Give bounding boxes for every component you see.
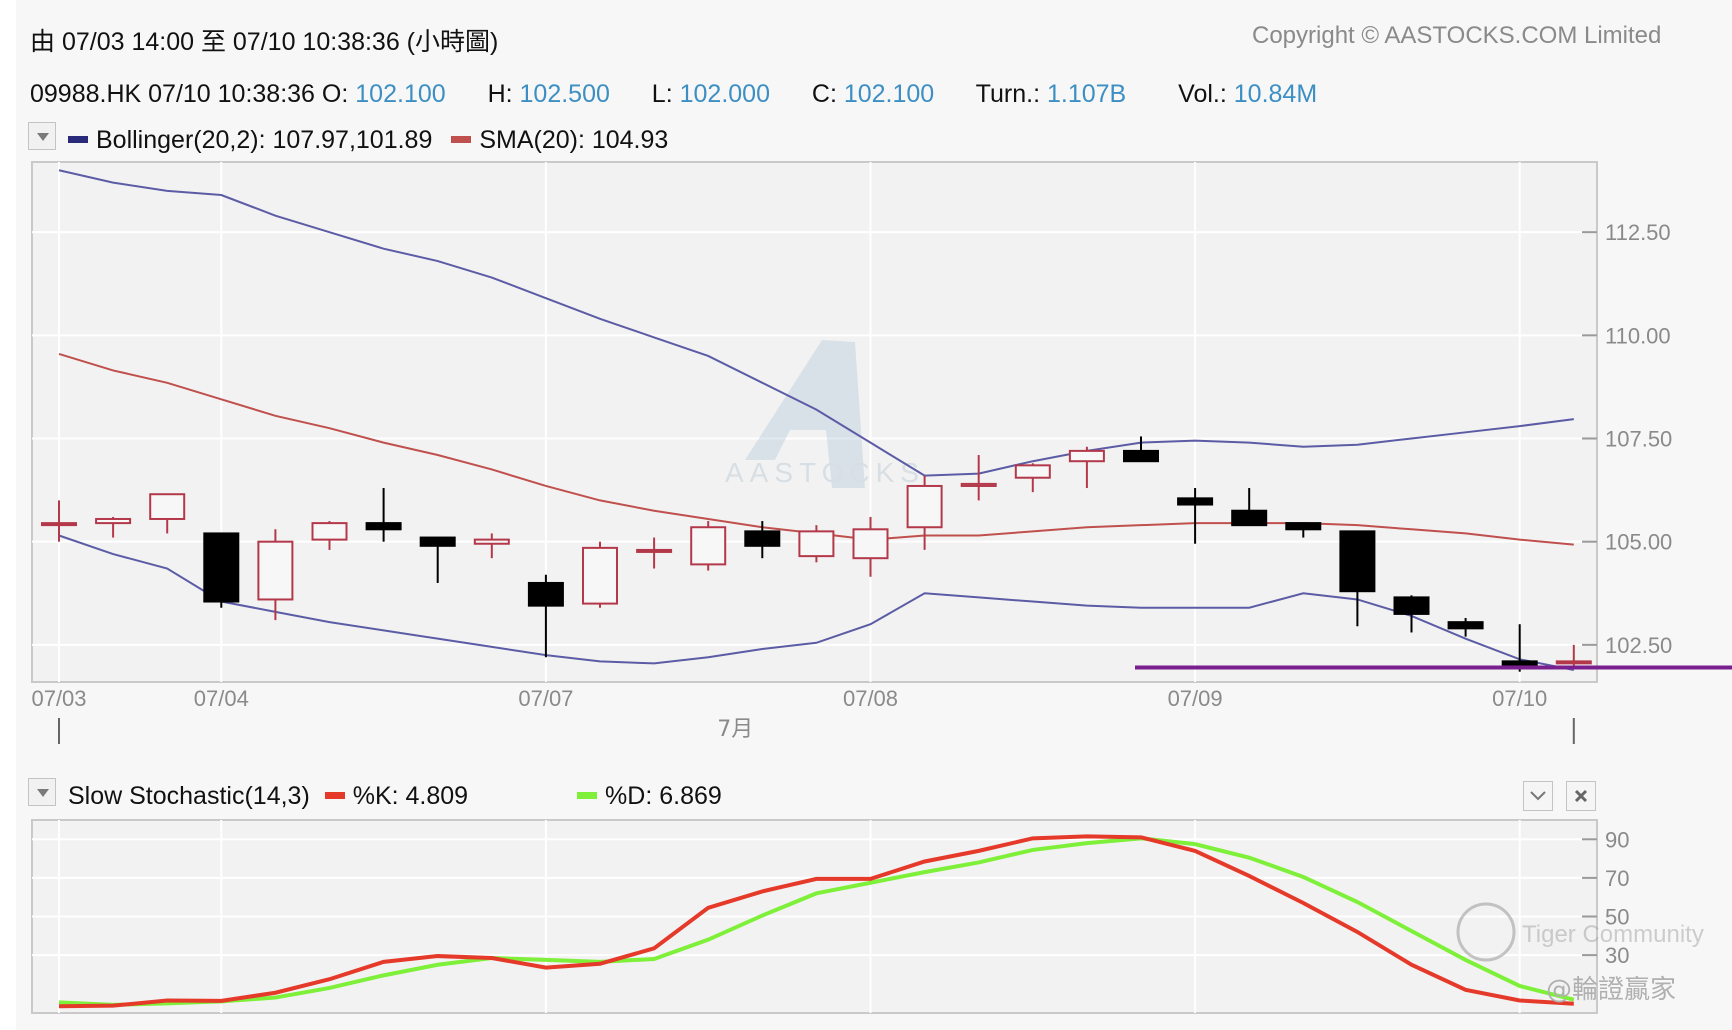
candle-body-down	[1123, 449, 1159, 463]
tiger-logo-icon	[1456, 902, 1516, 962]
candle-body-up	[311, 522, 348, 541]
volume-value: 10.84M	[1233, 80, 1318, 108]
y-tick-label: 107.50	[1605, 427, 1672, 452]
low-value: 102.000	[679, 80, 770, 108]
sma-text: SMA(20): 104.93	[479, 126, 669, 154]
candle-body-down	[1447, 621, 1484, 630]
stoch-tick-label: 90	[1605, 827, 1629, 852]
stoch-k-line	[58, 834, 1574, 1009]
y-tick-label: 102.50	[1605, 633, 1672, 658]
watermark-logo-text: AASTOCKS	[725, 457, 925, 488]
legend-k: %K: 4.809	[324, 782, 475, 810]
quote-bar: 09988.HK 07/10 10:38:36 O: 102.100 H: 10…	[30, 80, 1317, 109]
candle-body-down	[527, 581, 564, 607]
candle-body-down	[744, 530, 781, 547]
aastocks-watermark-logo: AASTOCKS	[725, 340, 925, 488]
legend-bollinger: Bollinger(20,2): 107.97,101.89	[68, 126, 439, 154]
close-label: C:	[811, 80, 837, 108]
candlesticks	[41, 436, 1732, 672]
series-line-0	[58, 169, 1574, 477]
candle-body-up	[473, 538, 510, 545]
candle-body-up	[95, 517, 132, 525]
legend-sma: SMA(20): 104.93	[451, 126, 668, 154]
k-swatch	[324, 791, 345, 799]
candle-body-up	[582, 546, 618, 605]
x-tick-label: 07/08	[843, 686, 898, 711]
turnover-value: 1.107B	[1047, 80, 1127, 108]
candle-body-up	[149, 493, 186, 520]
candle-body-up	[906, 484, 943, 529]
stochastic-lines	[58, 834, 1575, 1009]
d-text: %D: 6.869	[605, 782, 722, 810]
main-legend: Bollinger(20,2): 107.97,101.89 SMA(20): …	[68, 126, 680, 155]
sma-swatch	[451, 135, 472, 143]
x-tick-label: 07/09	[1168, 686, 1223, 711]
close-value: 102.100	[843, 80, 935, 108]
candle-body-up	[852, 528, 889, 560]
candle-body-down	[1285, 522, 1322, 531]
collapse-panel-button[interactable]	[1523, 781, 1553, 811]
close-icon	[1574, 789, 1588, 803]
candle-body-down	[1501, 660, 1538, 667]
stochastic-indicator-dropdown[interactable]	[28, 778, 56, 806]
candle-body-down	[1339, 530, 1376, 593]
stoch-tick-label: 70	[1605, 866, 1629, 891]
candle-body-down	[1393, 596, 1430, 615]
open-label: O:	[321, 80, 349, 108]
candle-body-up	[636, 548, 673, 553]
candle-body-up	[1068, 449, 1105, 463]
x-tick-label: 07/10	[1492, 686, 1547, 711]
candle-body-up	[960, 482, 997, 487]
k-text: %K: 4.809	[352, 782, 469, 810]
axes: 07/03 07/04 07/07 07/08 07/09 07/10 102.50 105.…	[31, 220, 1672, 968]
close-panel-button[interactable]	[1566, 781, 1596, 811]
month-label: 7月	[717, 717, 753, 742]
left-edge-strip	[0, 0, 16, 1030]
tiger-community-watermark: Tiger Community	[1456, 902, 1704, 962]
legend-d: %D: 6.869	[577, 782, 722, 810]
bollinger-swatch	[68, 135, 88, 143]
stoch-tick-label: 30	[1605, 943, 1629, 968]
stochastic-legend: Slow Stochastic(14,3) %K: 4.809 %D: 6.86…	[68, 782, 734, 811]
candle-body-down	[419, 536, 456, 547]
x-tick-label: 07/03	[31, 686, 86, 711]
bollinger-text: Bollinger(20,2): 107.97,101.89	[96, 126, 433, 154]
stoch-tick-label: 50	[1605, 905, 1629, 930]
date-range-header: 由 07/03 14:00 至 07/10 10:38:36 (小時圖)	[30, 28, 499, 56]
volume-label: Vol.:	[1178, 80, 1227, 108]
copyright-notice: Copyright © AASTOCKS.COM Limited	[1252, 22, 1662, 49]
stoch-d-line	[58, 836, 1575, 1007]
candle-body-down	[365, 522, 402, 531]
d-swatch	[577, 791, 598, 799]
x-tick-label: 07/07	[518, 686, 573, 711]
y-tick-label: 112.50	[1605, 220, 1671, 245]
turnover-label: Turn.:	[975, 80, 1041, 108]
watermark-logo-shape	[745, 340, 865, 488]
candle-body-up	[1555, 660, 1592, 665]
candle-body-down	[203, 532, 240, 603]
author-watermark: @輪證贏家	[1546, 975, 1676, 1005]
chevron-down-icon	[1530, 791, 1546, 801]
high-label: H:	[487, 80, 513, 108]
main-indicator-dropdown[interactable]	[28, 122, 56, 150]
y-tick-label: 105.00	[1605, 530, 1672, 555]
symbol-timestamp: 09988.HK 07/10 10:38:36	[30, 80, 315, 108]
stochastic-title: Slow Stochastic(14,3)	[68, 782, 310, 810]
candle-body-up	[798, 530, 835, 558]
candle-body-up	[41, 522, 77, 527]
low-label: L:	[651, 80, 673, 108]
x-tick-label: 07/04	[194, 686, 249, 711]
y-tick-label: 110.00	[1605, 323, 1671, 348]
series-line-2	[58, 534, 1574, 672]
candle-body-down	[1231, 509, 1268, 527]
high-value: 102.500	[519, 80, 610, 108]
open-value: 102.100	[355, 80, 446, 108]
candle-body-down	[1177, 497, 1214, 506]
candle-body-up	[1014, 464, 1051, 479]
tiger-community-text: Tiger Community	[1522, 921, 1704, 948]
candle-body-up	[257, 540, 294, 601]
candle-body-up	[690, 526, 727, 566]
